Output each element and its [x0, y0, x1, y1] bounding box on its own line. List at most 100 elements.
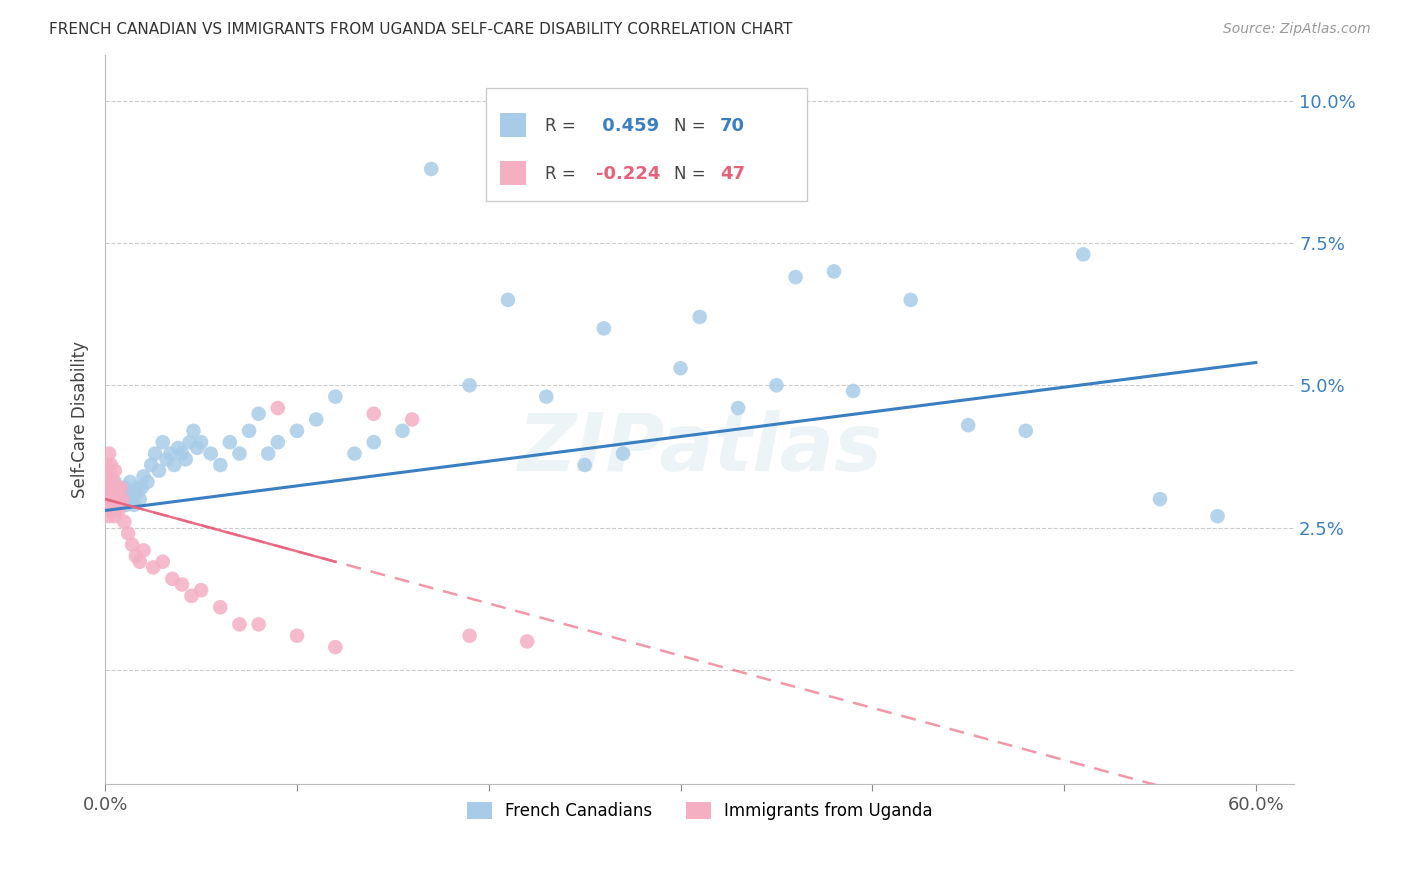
Point [96, 503, 118, 517]
Text: ZIPatlas: ZIPatlas [517, 409, 882, 488]
Point [131, 481, 153, 495]
Point [125, 486, 148, 500]
Point [785, 270, 807, 285]
Point [592, 321, 614, 335]
Point [669, 361, 692, 376]
Point [516, 634, 538, 648]
Point [121, 492, 143, 507]
Point [183, 424, 205, 438]
Point [170, 447, 193, 461]
Point [343, 447, 366, 461]
Point [1015, 424, 1038, 438]
Point [190, 435, 212, 450]
Point [689, 310, 711, 324]
Text: R =: R = [546, 117, 581, 135]
Point [179, 435, 201, 450]
Point [200, 447, 222, 461]
Point [247, 617, 270, 632]
Point [98, 498, 121, 512]
Point [98, 464, 121, 478]
Point [122, 498, 145, 512]
Point [536, 390, 558, 404]
Point [363, 435, 385, 450]
Point [257, 447, 280, 461]
Point [98, 486, 121, 500]
Point [823, 264, 845, 278]
Legend: French Canadians, Immigrants from Uganda: French Canadians, Immigrants from Uganda [460, 795, 939, 826]
Y-axis label: Self-Care Disability: Self-Care Disability [72, 341, 89, 498]
Point [152, 555, 174, 569]
Point [190, 583, 212, 598]
Point [285, 424, 308, 438]
Point [155, 452, 177, 467]
Point [228, 447, 250, 461]
Point [209, 458, 232, 472]
Text: Source: ZipAtlas.com: Source: ZipAtlas.com [1223, 22, 1371, 37]
Point [267, 435, 290, 450]
Point [132, 469, 155, 483]
Point [107, 498, 129, 512]
Point [458, 629, 481, 643]
Point [238, 424, 260, 438]
Point [100, 475, 122, 489]
Point [612, 447, 634, 461]
Point [180, 589, 202, 603]
Point [105, 492, 128, 507]
Point [209, 600, 232, 615]
Point [305, 412, 328, 426]
Point [174, 452, 197, 467]
Point [111, 492, 134, 507]
Point [121, 538, 143, 552]
Point [363, 407, 385, 421]
Point [112, 481, 135, 495]
Point [401, 412, 423, 426]
Point [142, 560, 165, 574]
Point [96, 458, 118, 472]
Point [1149, 492, 1171, 507]
Point [105, 492, 128, 507]
Text: N =: N = [673, 165, 710, 183]
Point [842, 384, 865, 398]
Point [1206, 509, 1229, 524]
Point [100, 498, 122, 512]
Point [152, 435, 174, 450]
Point [325, 640, 347, 654]
Point [128, 492, 150, 507]
Point [228, 617, 250, 632]
Point [574, 458, 596, 472]
Point [458, 378, 481, 392]
Point [765, 378, 787, 392]
FancyBboxPatch shape [485, 88, 807, 201]
Point [96, 492, 118, 507]
Point [101, 486, 124, 500]
Point [267, 401, 290, 415]
Point [128, 555, 150, 569]
Point [100, 469, 122, 483]
Point [96, 475, 118, 489]
Text: FRENCH CANADIAN VS IMMIGRANTS FROM UGANDA SELF-CARE DISABILITY CORRELATION CHART: FRENCH CANADIAN VS IMMIGRANTS FROM UGAND… [49, 22, 793, 37]
Point [148, 464, 170, 478]
Point [159, 447, 181, 461]
Point [112, 515, 135, 529]
Point [247, 407, 270, 421]
Text: 47: 47 [720, 165, 745, 183]
Point [120, 475, 142, 489]
Point [110, 481, 132, 495]
Point [104, 498, 127, 512]
Point [420, 161, 443, 176]
Point [104, 503, 127, 517]
Point [98, 447, 121, 461]
Point [127, 481, 149, 495]
Point [136, 475, 159, 489]
Point [218, 435, 240, 450]
Point [1071, 247, 1094, 261]
Point [100, 486, 122, 500]
Point [107, 503, 129, 517]
Point [325, 390, 347, 404]
Point [125, 549, 148, 563]
Text: N =: N = [673, 117, 710, 135]
Point [104, 475, 127, 489]
Point [391, 424, 413, 438]
Point [115, 498, 138, 512]
Point [900, 293, 922, 307]
